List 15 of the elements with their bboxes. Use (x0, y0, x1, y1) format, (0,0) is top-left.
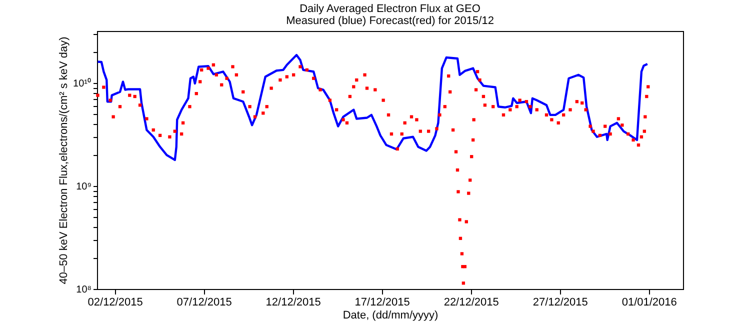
y-tick-label: 10⁹ (76, 182, 92, 193)
y-tick-label: 10⁸ (76, 284, 92, 296)
x-axis-title: Date, (dd/mm/yyyy) (342, 310, 438, 322)
y-axis-title: 40–50 keV Electron Flux,electrons/(cm² s keV day) (58, 36, 70, 284)
x-tick-label: 02/12/2015 (88, 296, 143, 308)
x-tick-label: 01/01/2016 (622, 296, 677, 308)
x-tick-label: 27/12/2015 (532, 296, 588, 308)
x-tick-label: 22/12/2015 (444, 296, 499, 308)
chart-title: Daily Averaged Electron Flux at GEO (300, 2, 481, 15)
y-tick-label: 10¹⁰ (73, 78, 92, 90)
line-series (96, 54, 648, 162)
x-tick-label: 17/12/2015 (354, 296, 410, 308)
x-tick-label: 07/12/2015 (176, 296, 232, 308)
x-tick-label: 12/12/2015 (266, 296, 321, 308)
chart-subtitle: Measured (blue) Forecast(red) for 2015/12 (286, 14, 494, 27)
